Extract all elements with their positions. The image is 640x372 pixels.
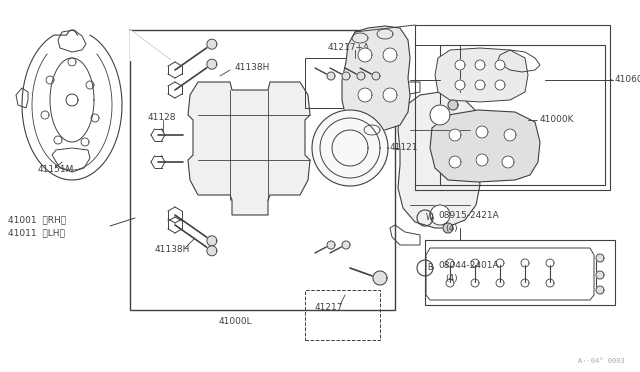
Bar xyxy=(425,240,615,305)
Polygon shape xyxy=(455,80,465,90)
Polygon shape xyxy=(54,136,62,144)
Polygon shape xyxy=(130,30,170,60)
Text: 41128: 41128 xyxy=(148,113,177,122)
Text: (4): (4) xyxy=(445,224,458,232)
Polygon shape xyxy=(46,76,54,84)
Polygon shape xyxy=(86,81,94,89)
Polygon shape xyxy=(596,254,604,262)
Polygon shape xyxy=(188,82,310,215)
Polygon shape xyxy=(327,241,335,249)
Polygon shape xyxy=(449,156,461,168)
Text: 41011  〈LH〉: 41011 〈LH〉 xyxy=(8,228,65,237)
Polygon shape xyxy=(373,271,387,285)
Polygon shape xyxy=(207,59,217,69)
Polygon shape xyxy=(449,129,461,141)
Polygon shape xyxy=(495,60,505,70)
Polygon shape xyxy=(475,80,485,90)
Polygon shape xyxy=(475,60,485,70)
Text: 41217+A: 41217+A xyxy=(328,44,370,52)
Text: A··04° 0003: A··04° 0003 xyxy=(579,358,625,364)
Polygon shape xyxy=(430,105,450,125)
Polygon shape xyxy=(383,88,397,102)
Bar xyxy=(305,58,380,108)
Polygon shape xyxy=(66,94,78,106)
Polygon shape xyxy=(41,111,49,119)
Text: 41151M: 41151M xyxy=(38,166,74,174)
Polygon shape xyxy=(358,48,372,62)
Text: 41001  〈RH〉: 41001 〈RH〉 xyxy=(8,215,66,224)
Text: W: W xyxy=(426,214,434,222)
Polygon shape xyxy=(596,271,604,279)
Polygon shape xyxy=(372,72,380,80)
Polygon shape xyxy=(448,100,458,110)
Polygon shape xyxy=(502,156,514,168)
Text: 41000L: 41000L xyxy=(218,317,252,327)
Polygon shape xyxy=(430,205,450,225)
Bar xyxy=(440,45,605,185)
Polygon shape xyxy=(312,110,388,186)
Polygon shape xyxy=(398,92,480,228)
Polygon shape xyxy=(50,58,94,142)
Bar xyxy=(305,58,380,108)
Bar xyxy=(305,290,380,340)
Text: B: B xyxy=(428,263,433,273)
Polygon shape xyxy=(342,26,410,132)
Polygon shape xyxy=(358,88,372,102)
Text: 41060K: 41060K xyxy=(615,76,640,84)
Polygon shape xyxy=(68,58,76,66)
Text: 41121: 41121 xyxy=(390,144,419,153)
Polygon shape xyxy=(495,80,505,90)
Polygon shape xyxy=(207,236,217,246)
Polygon shape xyxy=(320,118,380,178)
Polygon shape xyxy=(357,72,365,80)
Text: 41000K: 41000K xyxy=(540,115,575,125)
Polygon shape xyxy=(91,114,99,122)
Text: 08915-2421A: 08915-2421A xyxy=(438,211,499,219)
Polygon shape xyxy=(476,126,488,138)
Polygon shape xyxy=(383,48,397,62)
Polygon shape xyxy=(443,223,453,233)
Polygon shape xyxy=(435,48,528,102)
Text: 41138H: 41138H xyxy=(235,64,270,73)
Polygon shape xyxy=(596,286,604,294)
Polygon shape xyxy=(207,246,217,256)
Polygon shape xyxy=(81,138,89,146)
Text: 08044-2401A: 08044-2401A xyxy=(438,260,499,269)
Text: 41138H: 41138H xyxy=(155,246,190,254)
Text: 41217: 41217 xyxy=(315,304,344,312)
Polygon shape xyxy=(455,60,465,70)
Polygon shape xyxy=(476,154,488,166)
Polygon shape xyxy=(327,72,335,80)
Polygon shape xyxy=(504,129,516,141)
Polygon shape xyxy=(342,72,350,80)
Bar xyxy=(130,30,395,310)
Bar xyxy=(415,25,610,190)
Polygon shape xyxy=(207,39,217,49)
Text: (4): (4) xyxy=(445,273,458,282)
Polygon shape xyxy=(342,241,350,249)
Polygon shape xyxy=(430,110,540,182)
